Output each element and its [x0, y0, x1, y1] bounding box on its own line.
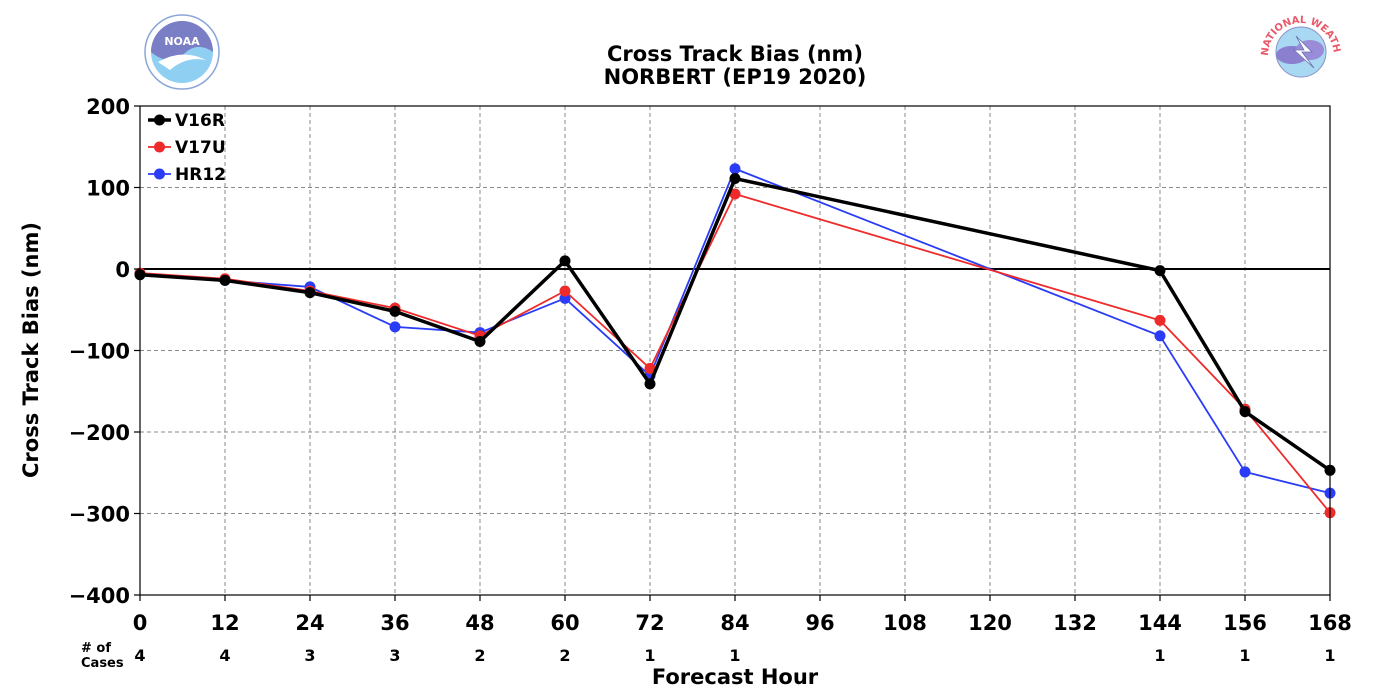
- y-tick-label--100: −100: [69, 340, 130, 364]
- x-tick-label-84: 84: [720, 611, 749, 635]
- data-point-v16r-12: [219, 274, 231, 286]
- cases-count-24: 3: [304, 646, 315, 665]
- y-axis-ticks: −400 −300 −200 −100 0 100 200: [69, 95, 140, 608]
- x-tick-label-0: 0: [133, 611, 148, 635]
- cases-label-line2: Cases: [81, 656, 124, 671]
- cases-count-84: 1: [729, 646, 740, 665]
- data-point-v16r-60: [559, 255, 571, 267]
- x-tick-label-24: 24: [295, 611, 324, 635]
- x-axis-ticks: 0 12 24 36 48 60 72 84 96 108 120 132 144 156 168: [133, 595, 1352, 635]
- legend: V16R V17U HR12: [148, 111, 226, 185]
- cases-count-72: 1: [644, 646, 655, 665]
- y-axis-label: Cross Track Bias (nm): [19, 222, 43, 478]
- x-tick-label-120: 120: [968, 611, 1012, 635]
- x-tick-label-144: 144: [1138, 611, 1182, 635]
- cases-count-144: 1: [1154, 646, 1165, 665]
- series-group: [134, 163, 1336, 519]
- noaa-logo: NOAA: [144, 14, 220, 90]
- chart-title: Cross Track Bias (nm): [607, 42, 863, 66]
- data-point-v17u-60: [559, 285, 571, 297]
- x-tick-label-72: 72: [635, 611, 664, 635]
- noaa-logo-text: NOAA: [164, 35, 200, 48]
- x-tick-label-36: 36: [380, 611, 409, 635]
- x-axis-label: Forecast Hour: [652, 665, 819, 689]
- x-tick-label-132: 132: [1053, 611, 1097, 635]
- cases-label-line1: # of: [81, 641, 111, 656]
- cases-count-12: 4: [219, 646, 230, 665]
- data-point-hr12-156: [1239, 466, 1251, 478]
- legend-marker-v16r: [154, 114, 165, 126]
- x-tick-label-156: 156: [1223, 611, 1267, 635]
- x-tick-label-108: 108: [883, 611, 927, 635]
- data-point-v16r-72: [644, 378, 656, 390]
- y-tick-label-100: 100: [86, 177, 130, 201]
- data-point-v16r-84: [729, 173, 741, 185]
- legend-marker-hr12: [154, 168, 165, 180]
- x-tick-label-60: 60: [550, 611, 579, 635]
- chart-subtitle: NORBERT (EP19 2020): [604, 65, 867, 89]
- data-point-v16r-156: [1239, 406, 1251, 418]
- data-point-v16r-36: [389, 305, 401, 317]
- data-point-hr12-144: [1154, 330, 1166, 342]
- data-point-hr12-84: [729, 163, 741, 175]
- cases-count-0: 4: [134, 646, 145, 665]
- x-tick-label-12: 12: [210, 611, 239, 635]
- y-tick-label--400: −400: [69, 584, 130, 608]
- cases-count-48: 2: [474, 646, 485, 665]
- legend-marker-v17u: [154, 141, 165, 153]
- cases-count-36: 3: [389, 646, 400, 665]
- data-point-v17u-144: [1154, 314, 1166, 326]
- legend-label-v17u: V17U: [175, 138, 226, 158]
- data-point-v16r-24: [304, 287, 316, 299]
- x-tick-label-48: 48: [465, 611, 494, 635]
- x-tick-label-96: 96: [805, 611, 834, 635]
- grid-lines: [140, 106, 1330, 595]
- data-point-v17u-72: [644, 362, 656, 374]
- y-tick-label--300: −300: [69, 503, 130, 527]
- cases-count-168: 1: [1324, 646, 1335, 665]
- cases-count-60: 2: [559, 646, 570, 665]
- data-point-v16r-144: [1154, 265, 1166, 277]
- data-point-v17u-84: [729, 188, 741, 200]
- x-tick-label-168: 168: [1308, 611, 1352, 635]
- data-point-hr12-36: [389, 321, 401, 333]
- y-tick-label-0: 0: [115, 258, 130, 282]
- y-tick-label--200: −200: [69, 421, 130, 445]
- y-tick-label-200: 200: [86, 95, 130, 119]
- legend-label-v16r: V16R: [175, 111, 225, 131]
- data-point-v16r-48: [474, 336, 486, 348]
- legend-label-hr12: HR12: [175, 165, 226, 185]
- cases-count-156: 1: [1239, 646, 1250, 665]
- cases-row: 4 4 3 3 2 2 1 1 1 1 1: [134, 646, 1335, 665]
